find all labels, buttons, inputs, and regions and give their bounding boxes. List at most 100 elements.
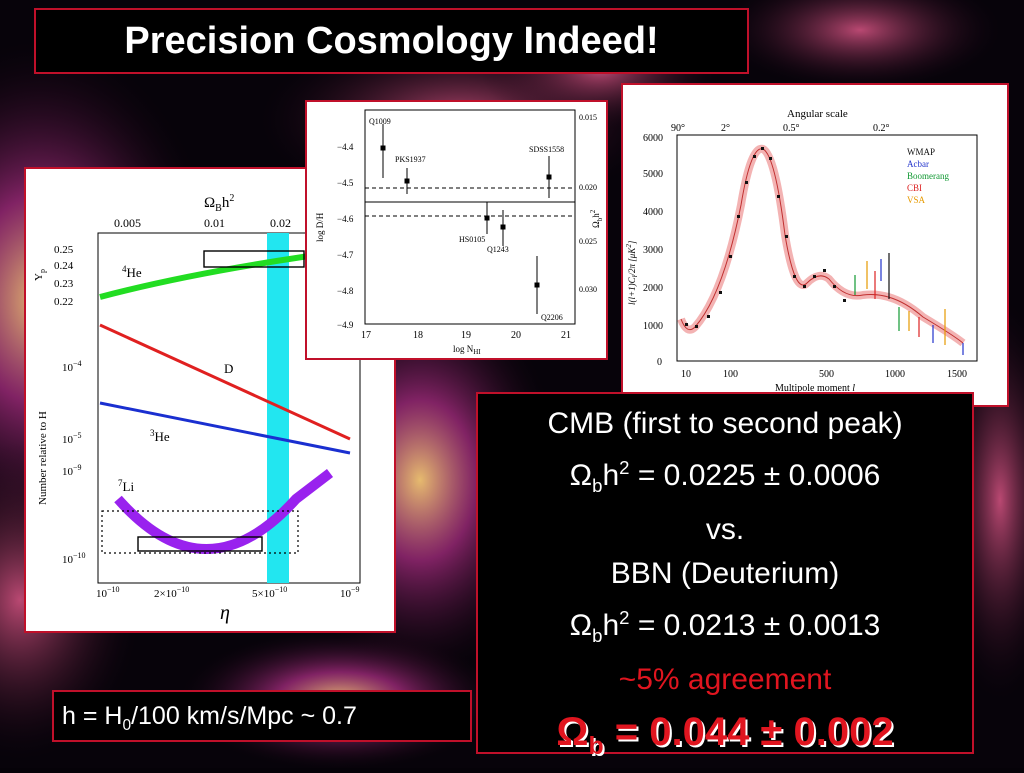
legend-cbi: CBI [907,183,922,193]
model-curve [680,148,964,344]
vs-line: vs. [705,513,745,546]
point-label-sdss1558: SDSS1558 [529,145,564,154]
y-tick: −4.5 [337,178,354,188]
top-tick: 2° [721,123,730,134]
cmb-x-label: Multipole moment l [775,383,855,394]
y-tick: −4.9 [337,320,354,330]
other-experiments [854,253,964,355]
y-tick: −4.6 [337,214,354,224]
y-tick: 10−4 [62,359,82,374]
dh-plot-svg: Q1009 PKS1937 SDSS1558 HS0105 Q1243 Q220… [315,109,604,356]
concordance-band [267,233,289,583]
he4-label: 4He [122,264,142,280]
deuterium-quasar-plot: Q1009 PKS1937 SDSS1558 HS0105 Q1243 Q220… [305,100,608,360]
y-tick: 1000 [643,321,663,332]
top-tick: 90° [671,123,685,134]
y-tick: 3000 [643,245,663,256]
final-omega-line: Ωb = 0.044 ± 0.002 [556,710,894,760]
dh-x-label: log NHI [453,344,481,356]
deuterium-label: D [224,361,233,376]
legend-wmap: WMAP [907,147,935,157]
legend-acbar: Acbar [907,159,929,169]
y2-tick: 0.015 [579,113,597,122]
x-tick: 21 [561,330,571,341]
legend-vsa: VSA [907,195,926,205]
slide-title: Precision Cosmology Indeed! [34,8,749,74]
y-tick: 5000 [643,169,663,180]
x-tick: 1000 [885,369,905,380]
legend-boomerang: Boomerang [907,171,949,181]
x-tick: 17 [361,330,371,341]
y-tick: 2000 [643,283,663,294]
top-axis-label: ΩBh2 [204,193,234,214]
x-tick: 2×10−10 [154,585,189,600]
x-tick: 500 [819,369,834,380]
agreement-line: ~5% agreement [618,663,832,696]
point-label-q2206: Q2206 [541,313,563,322]
top-tick: 0.01 [204,216,225,230]
y-tick: 0 [657,357,662,368]
cmb-power-spectrum-plot: Angular scale 90° 2° 0.5° 0.2° [621,83,1009,407]
he4-box [203,250,305,268]
top-tick: 0.2° [873,123,890,134]
x-tick: 20 [511,330,521,341]
point-label-pks1937: PKS1937 [395,155,426,164]
dh-frame [364,109,576,325]
plot-frame [97,232,361,584]
y-tick: −4.4 [337,142,354,152]
y-tick: 10−10 [62,551,86,566]
cmb-line: CMB (first to second peak) [547,407,903,440]
deuterium-curve [99,323,351,441]
y-tick: 10−5 [62,431,82,446]
x-tick: 10 [681,369,691,380]
dh-y2-label: Ωbh2 [589,209,604,228]
results-box: CMB (first to second peak) Ωbh2 = 0.0225… [476,392,974,760]
y-tick: −4.7 [337,250,354,260]
dh-y-label: log D/H [315,212,325,242]
x-tick: 10−10 [96,585,120,600]
y-tick: 0.24 [54,260,74,272]
x-tick: 10−9 [340,585,360,600]
bbn-plot-svg: ΩBh2 0.005 0.01 0.02 4He D 3He 7Li 0.25 … [33,193,361,624]
x-tick: 5×10−10 [252,585,287,600]
y-tick: 6000 [643,133,663,144]
y-tick: 10−9 [62,463,82,478]
wmap-points [685,147,846,328]
x-tick: 18 [413,330,423,341]
li7-box [137,536,263,552]
y2-tick: 0.025 [579,237,597,246]
cmb-plot-svg: Angular scale 90° 2° 0.5° 0.2° [625,108,978,394]
y-tick: 0.22 [54,296,73,308]
bbn-value-line: Ωbh2 = 0.0213 ± 0.0013 [569,607,881,646]
yp-label: Yp [33,269,47,281]
x-tick: 100 [723,369,738,380]
point-label-q1009: Q1009 [369,117,391,126]
y-axis-label: Number relative to H [37,411,49,505]
top-tick: 0.02 [270,216,291,230]
y2-tick: 0.030 [579,285,597,294]
point-label-hs0105: HS0105 [459,235,485,244]
bbn-abundance-plot: ΩBh2 0.005 0.01 0.02 4He D 3He 7Li 0.25 … [24,167,396,633]
x-tick: 1500 [947,369,967,380]
y-tick: 0.25 [54,244,74,256]
y2-tick: 0.020 [579,183,597,192]
li7-curve [114,469,334,554]
y-tick: 4000 [643,207,663,218]
top-tick: 0.5° [783,123,800,134]
cmb-y-label: l(l+1)Cl/2π [μK2] [625,240,639,305]
hubble-box: h = H0/100 km/s/Mpc ~ 0.7 [52,690,472,742]
li7-dotted-box [101,510,299,554]
point-label-q1243: Q1243 [487,245,509,254]
cmb-legend: WMAP Acbar Boomerang CBI VSA [907,147,949,205]
x-tick: 19 [461,330,471,341]
y-tick: −4.8 [337,286,354,296]
y-tick: 0.23 [54,278,74,290]
cmb-frame [676,134,978,362]
cmb-value-line: Ωbh2 = 0.0225 ± 0.0006 [569,457,881,496]
eta-label: η [220,602,230,624]
angular-scale-label: Angular scale [787,108,848,120]
bbn-line: BBN (Deuterium) [610,557,840,590]
top-tick: 0.005 [114,216,141,230]
li7-label: 7Li [118,478,134,494]
he3-curve [99,401,351,455]
